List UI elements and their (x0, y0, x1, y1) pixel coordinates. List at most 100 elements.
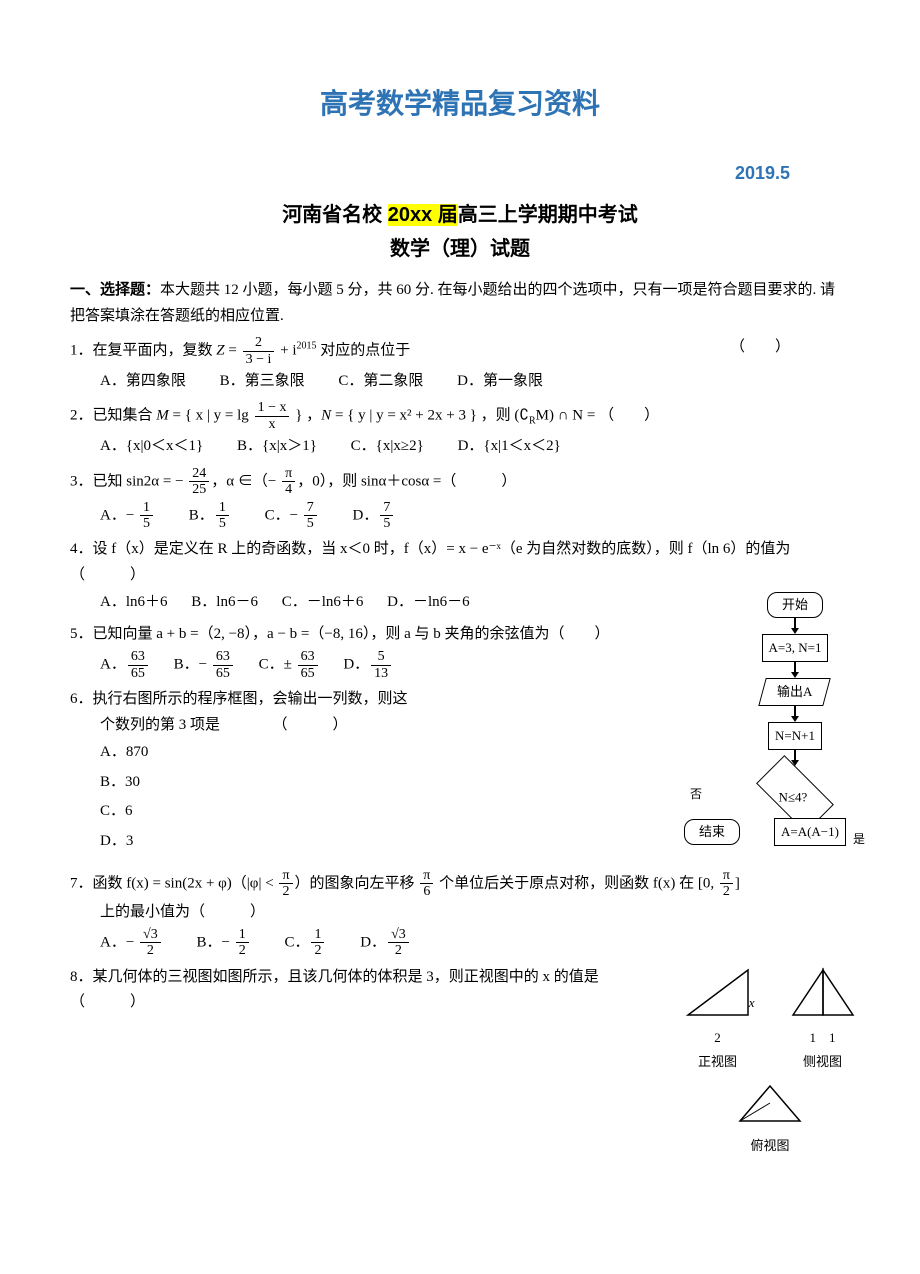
q5a-pre: A． (100, 657, 126, 673)
exam-title-line1: 河南省名校 20xx 届高三上学期期中考试 (70, 198, 850, 232)
q1-eq: = (225, 343, 241, 359)
q5a-d: 65 (128, 666, 148, 681)
q3-opt-d: D．75 (353, 500, 396, 532)
fc-out-text: 输出A (777, 681, 812, 703)
q7a-n: √3 (140, 927, 161, 943)
q7-text-a: 7．函数 f(x) = sin(2x + φ)（|φ| < (70, 875, 277, 891)
q7-f2-d: 6 (420, 884, 433, 899)
q3b-n: 1 (216, 500, 229, 516)
q3-frac1: 2425 (189, 466, 209, 498)
question-3: 3．已知 sin2α = − 2425，α ∈（− π4，0），则 sinα＋c… (70, 466, 850, 532)
q2-frac-n: 1 − x (255, 400, 290, 416)
fc-cond-text: N≤4? (758, 787, 828, 809)
q3d-d: 5 (380, 516, 393, 531)
q7-f2-n: π (420, 868, 433, 884)
q7b-pre: B．− (196, 934, 233, 950)
q7-text-c: 个单位后关于原点对称，则函数 f(x) 在 [0, (435, 875, 717, 891)
q1-opt-b: B．第三象限 (220, 369, 305, 395)
q7a-pre: A．− (100, 934, 138, 950)
q7-f1-d: 2 (279, 884, 292, 899)
q3a-n: 1 (140, 500, 153, 516)
q2-eq2: = { y | y = x² + 2x + 3 } ，则 (∁ (331, 408, 529, 424)
side-label: 侧视图 (788, 1051, 858, 1073)
q4-opt-a: A．ln6＋6 (100, 590, 168, 616)
q2-R: R (529, 416, 536, 427)
q7d-n: √3 (388, 927, 409, 943)
q7c-n: 1 (311, 927, 324, 943)
q7-f3-d: 2 (720, 884, 733, 899)
q3-text-c: ，0），则 sinα＋cosα =（ ） (297, 473, 516, 489)
q5c-n: 63 (298, 649, 318, 665)
q1-opt-c: C．第二象限 (338, 369, 423, 395)
q1-blank: （ ） (730, 335, 790, 361)
q7d-d: 2 (388, 943, 409, 958)
title-pre: 河南省名校 (282, 204, 388, 226)
q6-options: A．870 B．30 C．6 D．3 (70, 740, 490, 854)
q4-text: 4．设 f（x）是定义在 R 上的奇函数，当 x＜0 时，f（x）= x − e… (70, 541, 910, 583)
q3c-pre: C．− (265, 507, 302, 523)
q5b-n: 63 (213, 649, 233, 665)
fc-no-label: 否 (690, 784, 702, 804)
x-label: x (749, 992, 755, 1014)
q7-opt-d: D．√32 (360, 927, 411, 959)
q2-N: N (321, 408, 331, 424)
q5a-n: 63 (128, 649, 148, 665)
q7-text-e: 上的最小值为（ ） (70, 900, 850, 926)
q3-f2-n: π (282, 466, 295, 482)
q6-opt-a: A．870 (100, 740, 460, 766)
section-1-instructions: 一、选择题：本大题共 12 小题，每小题 5 分，共 60 分. 在每小题给出的… (70, 278, 850, 329)
side-w2: 1 (829, 1030, 836, 1045)
question-7: 7．函数 f(x) = sin(2x + φ)（|φ| < π2）的图象向左平移… (70, 868, 850, 959)
q1-options: A．第四象限 B．第三象限 C．第二象限 D．第一象限 (70, 369, 850, 395)
top-view: 俯视图 (670, 1081, 870, 1157)
q4-opt-d: D．－ln6－6 (387, 590, 470, 616)
q5b-pre: B．− (174, 657, 211, 673)
section-head: 一、选择题： (70, 282, 160, 298)
q3-options: A．− 15 B．15 C．− 75 D．75 (70, 500, 850, 532)
question-1: 1．在复平面内，复数 Z = 23 − i + i2015 对应的点位于 （ ）… (70, 335, 850, 394)
q5d-d: 13 (371, 666, 391, 681)
q2-eq1b: } ， (291, 408, 321, 424)
q7b-n: 1 (236, 927, 249, 943)
section-rest: 本大题共 12 小题，每小题 5 分，共 60 分. 在每小题给出的四个选项中，… (70, 282, 835, 324)
q5-text: 5．已知向量 a + b =（2, −8），a − b =（−8, 16），则 … (70, 626, 609, 642)
q6-opt-c: C．6 (100, 799, 460, 825)
q3d-n: 7 (380, 500, 393, 516)
q2-opt-c: C．{x|x≥2} (351, 434, 424, 460)
q2-M: M (156, 408, 169, 424)
q2-frac: 1 − xx (255, 400, 290, 432)
fc-inc: N=N+1 (768, 722, 822, 750)
fc-update: A=A(A−1) (774, 818, 846, 846)
q7b-d: 2 (236, 943, 249, 958)
q1-z: Z (216, 343, 224, 359)
q3a-pre: A．− (100, 507, 138, 523)
q2-frac-d: x (255, 417, 290, 432)
q7-options: A．− √32 B．− 12 C．12 D．√32 (70, 927, 850, 959)
q5d-pre: D． (343, 657, 369, 673)
q1-frac-n: 2 (243, 335, 275, 351)
q3-f1-d: 25 (189, 482, 209, 497)
q5-opt-b: B．− 6365 (174, 649, 235, 681)
q7-opt-a: A．− √32 (100, 927, 163, 959)
side-w1: 1 (809, 1030, 816, 1045)
q4-opt-b: B．ln6－6 (191, 590, 258, 616)
q6-opt-d: D．3 (100, 829, 460, 855)
side-view: 1 1 侧视图 (788, 965, 858, 1073)
q5-opt-a: A．6365 (100, 649, 150, 681)
q1-frac: 23 − i (243, 335, 275, 367)
q3-f2-d: 4 (282, 482, 295, 497)
q3-opt-b: B．15 (189, 500, 231, 532)
q5-options: A．6365 B．− 6365 C．± 6365 D．513 (70, 649, 500, 681)
q7-text-d: ] (735, 875, 740, 891)
q3a-d: 5 (140, 516, 153, 531)
q3-frac2: π4 (282, 466, 295, 498)
q3-text-b: ，α ∈（− (211, 473, 280, 489)
front-label: 正视图 (683, 1051, 753, 1073)
q3-opt-a: A．− 15 (100, 500, 155, 532)
q7c-pre: C． (284, 934, 309, 950)
title-highlight: 20xx 届 (388, 204, 458, 226)
q5-opt-d: D．513 (343, 649, 393, 681)
q7a-d: 2 (140, 943, 161, 958)
main-title: 高考数学精品复习资料 (70, 80, 850, 128)
three-views: x 2 正视图 1 1 侧视图 俯视图 (670, 965, 870, 1157)
